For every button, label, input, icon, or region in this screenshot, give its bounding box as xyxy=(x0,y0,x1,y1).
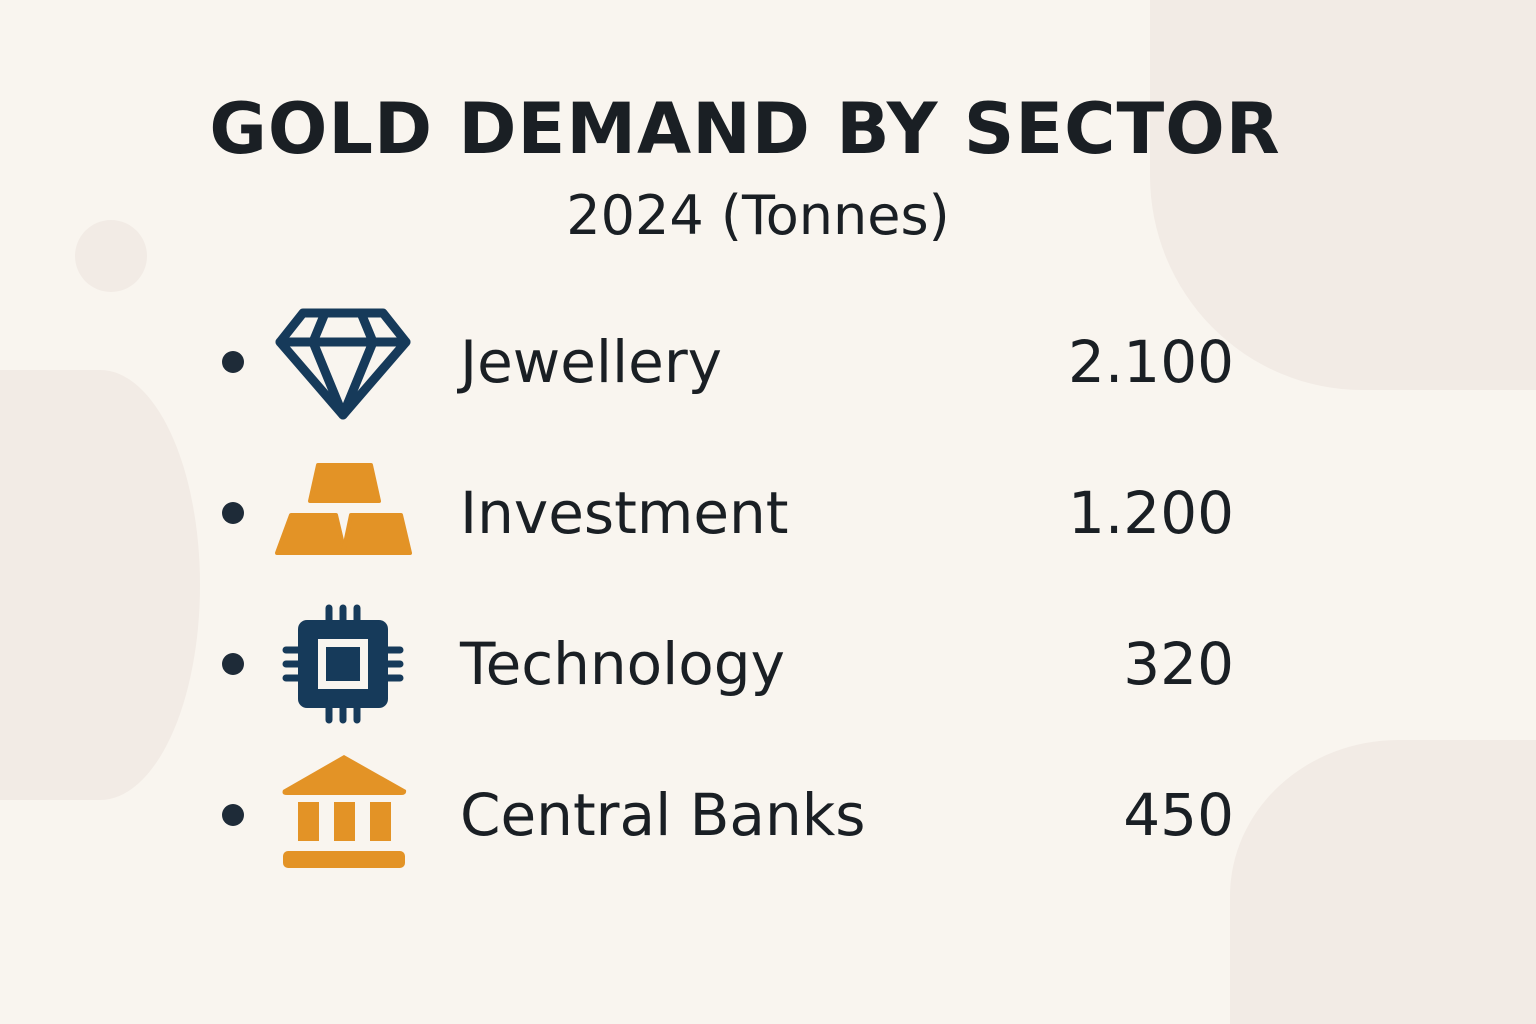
page-title: GOLD DEMAND BY SECTOR xyxy=(209,88,1281,170)
bullet xyxy=(222,804,244,826)
bank-icon xyxy=(282,755,407,868)
background-blob xyxy=(75,220,147,292)
background-blob xyxy=(1230,740,1536,1024)
diamond-icon xyxy=(275,308,411,420)
background-blob xyxy=(1150,0,1536,390)
item-label: Jewellery xyxy=(460,328,722,396)
item-value: 450 xyxy=(1123,781,1234,849)
item-label: Technology xyxy=(460,630,785,698)
list-item-investment: Investment 1.200 xyxy=(0,453,1536,573)
list-item-jewellery: Jewellery 2.100 xyxy=(0,302,1536,422)
item-label: Central Banks xyxy=(460,781,866,849)
gold-bars-icon xyxy=(275,463,412,555)
page-subtitle: 2024 (Tonnes) xyxy=(566,184,950,247)
item-value: 1.200 xyxy=(1067,479,1234,547)
list-item-technology: Technology 320 xyxy=(0,604,1536,724)
item-value: 320 xyxy=(1123,630,1234,698)
background-blob xyxy=(0,370,200,800)
bullet xyxy=(222,502,244,524)
list-item-central-banks: Central Banks 450 xyxy=(0,755,1536,875)
microchip-icon xyxy=(282,604,404,724)
item-value: 2.100 xyxy=(1067,328,1234,396)
bullet xyxy=(222,653,244,675)
item-label: Investment xyxy=(460,479,789,547)
bullet xyxy=(222,351,244,373)
